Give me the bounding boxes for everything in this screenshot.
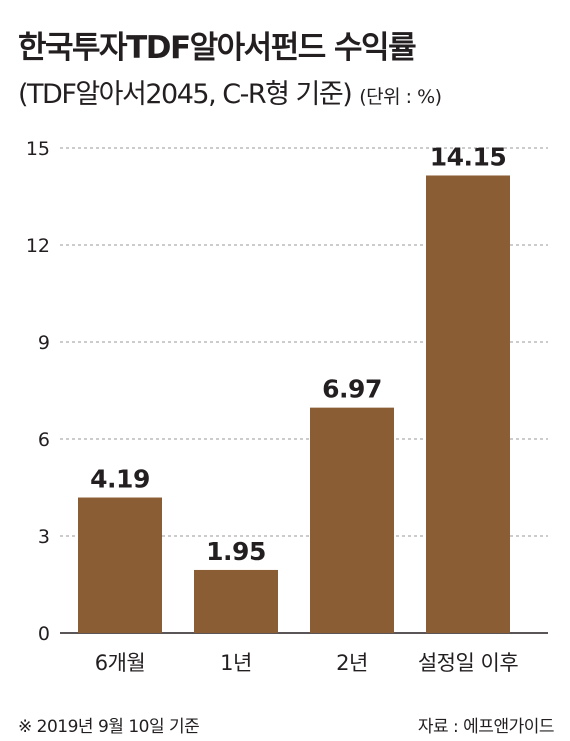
bar: [426, 175, 510, 633]
unit-label: (단위 : %): [359, 86, 442, 108]
footnote: ※ 2019년 9월 10일 기준: [18, 717, 200, 737]
source-label: 자료 : 에프앤가이드: [417, 717, 555, 737]
y-tick-label: 12: [26, 235, 50, 257]
y-tick-label: 0: [38, 623, 50, 645]
x-category-label: 설정일 이후: [418, 651, 518, 675]
y-tick-label: 9: [38, 332, 50, 354]
chart-subtitle: (TDF알아서2045, C-R형 기준) (단위 : %): [18, 72, 442, 111]
data-label: 6.97: [322, 375, 382, 404]
y-tick-label: 15: [26, 138, 50, 160]
chart-title: 한국투자TDF알아서펀드 수익률: [18, 30, 417, 66]
data-label: 1.95: [206, 537, 266, 566]
y-tick-label: 3: [38, 526, 50, 548]
y-tick-label: 6: [38, 429, 50, 451]
bar: [310, 407, 394, 633]
bar: [78, 497, 162, 633]
x-category-label: 1년: [220, 651, 252, 675]
subtitle-text: (TDF알아서2045, C-R형 기준): [18, 79, 353, 110]
x-category-label: 6개월: [95, 651, 146, 675]
bar: [194, 569, 278, 633]
x-category-label: 2년: [336, 651, 368, 675]
data-label: 14.15: [430, 142, 507, 171]
data-label: 4.19: [90, 465, 150, 494]
